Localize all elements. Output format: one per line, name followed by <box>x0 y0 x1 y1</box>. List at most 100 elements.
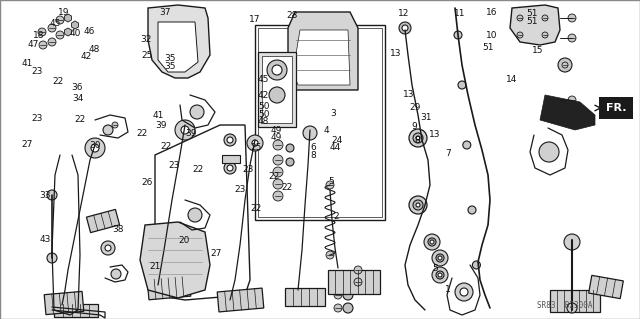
Text: 13: 13 <box>429 130 441 139</box>
Circle shape <box>273 179 283 189</box>
Bar <box>328 270 380 294</box>
Circle shape <box>454 31 462 39</box>
Circle shape <box>47 190 57 200</box>
Text: 23: 23 <box>168 161 180 170</box>
Text: 22: 22 <box>281 183 292 192</box>
Circle shape <box>432 267 448 283</box>
Circle shape <box>227 137 233 143</box>
Text: 4: 4 <box>324 126 329 135</box>
Circle shape <box>472 261 481 269</box>
Text: 11: 11 <box>454 9 465 18</box>
Text: 23: 23 <box>31 114 43 123</box>
Circle shape <box>175 120 195 140</box>
Circle shape <box>269 87 285 103</box>
Text: 28: 28 <box>286 11 298 20</box>
Circle shape <box>430 240 434 244</box>
Text: 36: 36 <box>71 83 83 92</box>
Text: 27: 27 <box>21 140 33 149</box>
Text: 49: 49 <box>271 126 282 135</box>
Circle shape <box>224 134 236 146</box>
Circle shape <box>48 24 56 32</box>
Polygon shape <box>288 12 358 90</box>
Circle shape <box>562 62 568 68</box>
Polygon shape <box>72 21 79 29</box>
Circle shape <box>568 34 576 42</box>
Text: 30: 30 <box>89 141 100 150</box>
Bar <box>589 275 623 299</box>
Text: 35: 35 <box>164 54 175 63</box>
Text: 1: 1 <box>445 285 451 294</box>
Bar <box>86 209 120 233</box>
Text: 23: 23 <box>31 67 43 76</box>
Circle shape <box>517 15 523 21</box>
Polygon shape <box>158 22 198 72</box>
Circle shape <box>303 126 317 140</box>
Text: 35: 35 <box>164 63 175 71</box>
Circle shape <box>409 129 427 147</box>
Text: 29: 29 <box>409 103 420 112</box>
Circle shape <box>188 208 202 222</box>
Text: 38: 38 <box>113 225 124 234</box>
Polygon shape <box>65 28 72 36</box>
Circle shape <box>468 206 476 214</box>
Text: 5: 5 <box>433 264 438 273</box>
Circle shape <box>409 196 427 214</box>
Text: 20: 20 <box>179 236 190 245</box>
Circle shape <box>181 126 189 134</box>
Polygon shape <box>510 5 560 45</box>
Circle shape <box>558 58 572 72</box>
Text: 44: 44 <box>329 143 340 152</box>
Circle shape <box>413 200 423 210</box>
Text: 16: 16 <box>486 8 497 17</box>
Circle shape <box>568 14 576 22</box>
Circle shape <box>326 251 334 259</box>
Circle shape <box>432 250 448 266</box>
Text: 22: 22 <box>193 165 204 174</box>
Circle shape <box>564 234 580 250</box>
Text: 41: 41 <box>153 111 164 120</box>
Circle shape <box>273 191 283 201</box>
Text: 51: 51 <box>527 9 538 18</box>
Bar <box>222 155 240 163</box>
Circle shape <box>38 28 46 36</box>
Text: 8: 8 <box>415 136 420 145</box>
Text: 12: 12 <box>397 9 409 18</box>
Text: 9: 9 <box>412 122 417 130</box>
Circle shape <box>436 254 444 262</box>
Circle shape <box>111 269 121 279</box>
Text: 32: 32 <box>140 35 152 44</box>
Text: 42: 42 <box>258 91 269 100</box>
Text: 51: 51 <box>482 43 493 52</box>
Text: 41: 41 <box>21 59 33 68</box>
Circle shape <box>47 253 57 263</box>
Text: 22: 22 <box>161 142 172 151</box>
Text: 34: 34 <box>72 94 84 103</box>
Text: 22: 22 <box>268 172 280 181</box>
Text: 8: 8 <box>311 151 316 160</box>
Text: 39: 39 <box>185 129 196 138</box>
Polygon shape <box>293 30 350 85</box>
Text: 25: 25 <box>141 51 153 60</box>
Text: 51: 51 <box>527 17 538 26</box>
Circle shape <box>455 283 473 301</box>
Circle shape <box>463 141 471 149</box>
Circle shape <box>416 136 420 140</box>
Circle shape <box>334 304 342 312</box>
Circle shape <box>413 133 423 143</box>
Circle shape <box>85 138 105 158</box>
Bar <box>217 288 264 312</box>
Bar <box>258 52 296 127</box>
Text: SR83  B2300A: SR83 B2300A <box>537 300 593 309</box>
Circle shape <box>101 241 115 255</box>
Bar <box>147 276 191 300</box>
Text: 5: 5 <box>329 177 334 186</box>
Polygon shape <box>148 5 210 78</box>
Text: 40: 40 <box>70 29 81 38</box>
Text: 23: 23 <box>243 165 254 174</box>
Circle shape <box>399 22 411 34</box>
Circle shape <box>190 105 204 119</box>
Circle shape <box>112 122 118 128</box>
Text: 22: 22 <box>74 115 86 124</box>
Text: 18: 18 <box>33 31 44 40</box>
Text: 48: 48 <box>89 45 100 54</box>
